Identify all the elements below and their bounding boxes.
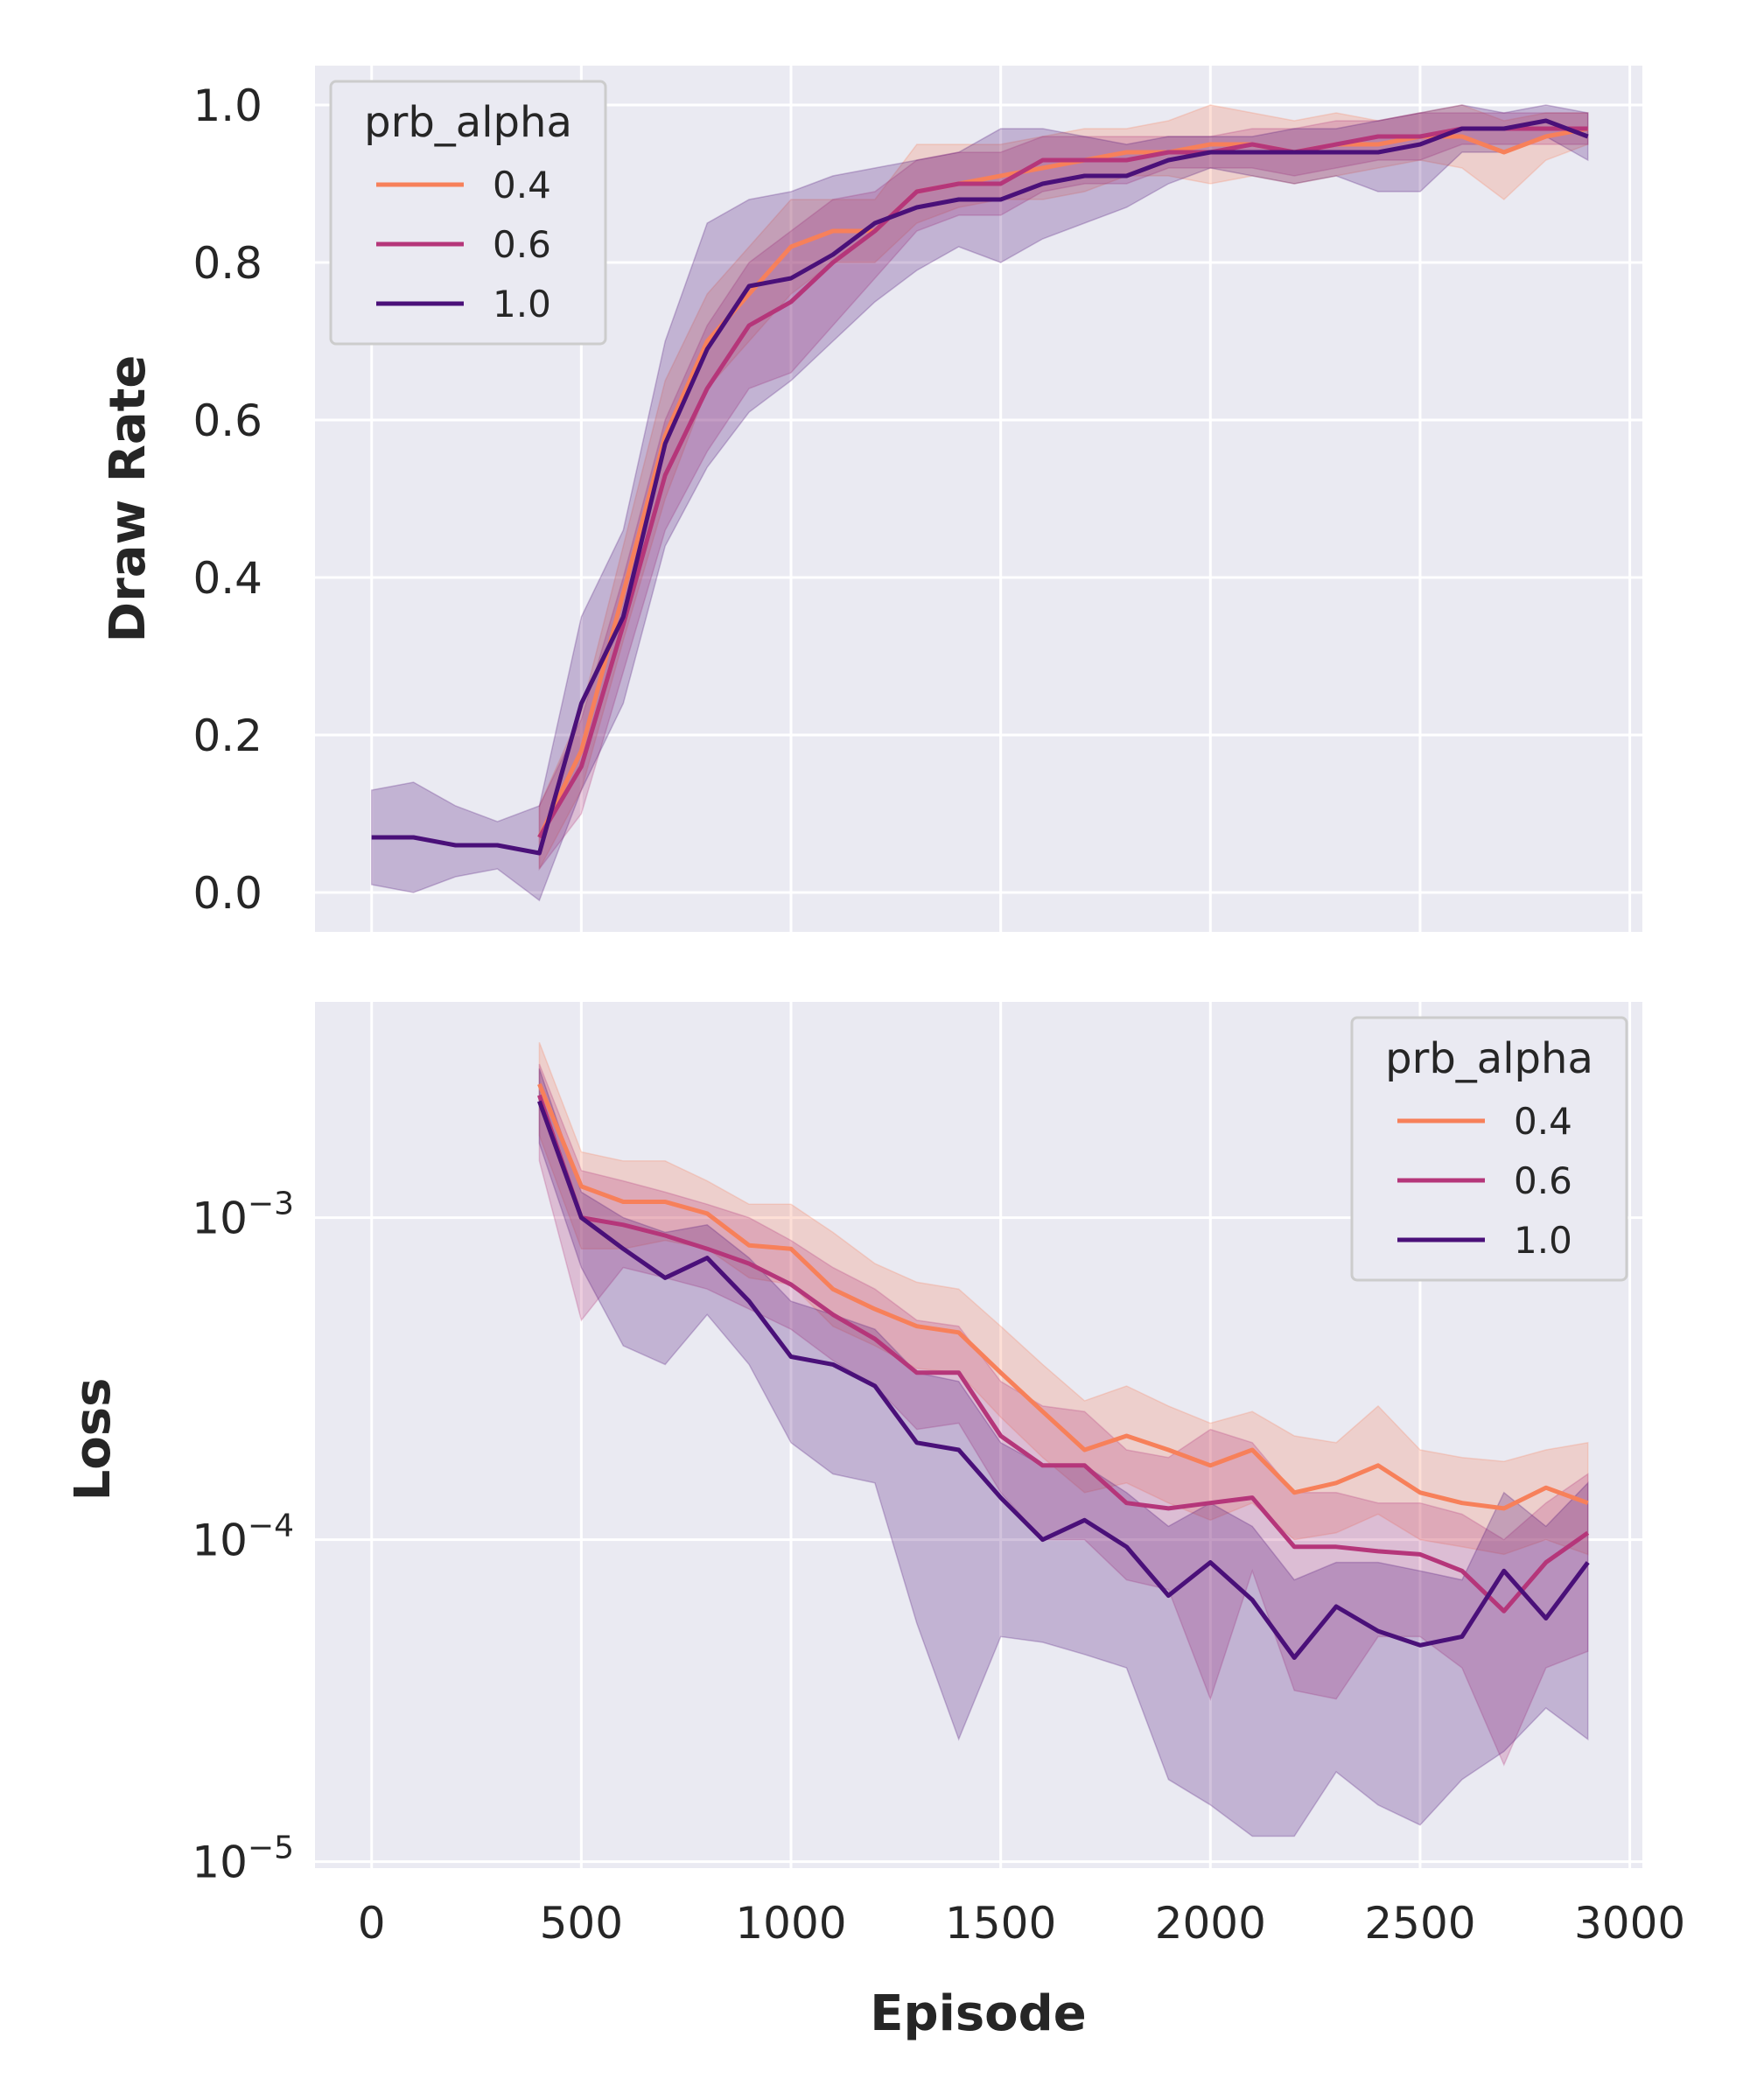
draw-rate-legend-label: 0.4 (493, 164, 551, 206)
x-tick-label: 1500 (945, 1898, 1056, 1949)
series-0.6-line (537, 126, 1588, 839)
draw-rate-grid (315, 66, 1642, 932)
loss-grid (315, 1002, 1642, 1868)
loss-y-axis-label: Loss (65, 1378, 122, 1502)
series-0.6-line (537, 1094, 1590, 1614)
loss-legend-label: 0.6 (1514, 1159, 1572, 1202)
loss-x-axis-label: Episode (870, 1985, 1086, 2042)
x-tick-label: 0 (358, 1898, 386, 1949)
series-1.0-line (371, 118, 1589, 856)
y-tick-label: 10−3 (192, 1186, 294, 1244)
y-tick-label: 0.6 (192, 396, 262, 446)
loss-legend-title: prb_alpha (1385, 1034, 1593, 1083)
loss-legend-label: 0.4 (1514, 1100, 1572, 1143)
y-tick-label: 0.0 (192, 868, 262, 919)
x-tick-label: 1000 (735, 1898, 846, 1949)
draw-rate-legend: prb_alpha 0.4 0.6 1.0 (329, 80, 607, 346)
series-0.6-band (538, 112, 1589, 872)
loss-legend-box (1350, 1016, 1628, 1282)
series-1.0-line (537, 1100, 1590, 1660)
draw-rate-legend-label: 0.6 (493, 223, 551, 266)
draw-rate-y-ticks: 0.0 0.2 0.4 0.6 0.8 1.0 (192, 80, 262, 919)
draw-rate-legend-title: prb_alpha (364, 98, 572, 147)
series-1.0-band (370, 104, 1589, 902)
y-tick-label: 0.2 (192, 710, 262, 761)
series-0.4-band (538, 1042, 1589, 1556)
series-0.4-line (537, 1082, 1589, 1511)
y-tick-label: 10−4 (192, 1508, 294, 1566)
y-tick-label: 0.4 (192, 553, 262, 604)
loss-lines (537, 1082, 1590, 1660)
series-1.0-band (538, 1068, 1589, 1838)
loss-legend: prb_alpha 0.4 0.6 1.0 (1350, 1016, 1628, 1282)
y-tick-label: 10−5 (192, 1830, 294, 1888)
x-tick-label: 2500 (1364, 1898, 1475, 1949)
y-tick-label: 0.8 (192, 238, 262, 289)
x-tick-label: 500 (540, 1898, 623, 1949)
x-tick-label: 3000 (1574, 1898, 1685, 1949)
loss-panel: 10−5 10−4 10−3 0 500 1000 1500 2000 2500 3000 Lo… (65, 1002, 1685, 2042)
draw-rate-bands (370, 104, 1589, 902)
y-tick-label: 1.0 (192, 80, 262, 131)
draw-rate-lines (371, 118, 1589, 856)
x-tick-label: 2000 (1155, 1898, 1266, 1949)
series-0.4-band (538, 104, 1589, 870)
draw-rate-legend-label: 1.0 (493, 283, 551, 326)
loss-y-ticks: 10−5 10−4 10−3 (192, 1186, 294, 1888)
loss-x-ticks: 0 500 1000 1500 2000 2500 3000 (358, 1898, 1685, 1949)
draw-rate-legend-box (329, 80, 607, 346)
draw-rate-y-axis-label: Draw Rate (100, 355, 157, 643)
draw-rate-panel: 0.0 0.2 0.4 0.6 0.8 1.0 Draw Rate prb_alpha 0… (100, 66, 1642, 932)
loss-legend-label: 1.0 (1514, 1219, 1572, 1262)
